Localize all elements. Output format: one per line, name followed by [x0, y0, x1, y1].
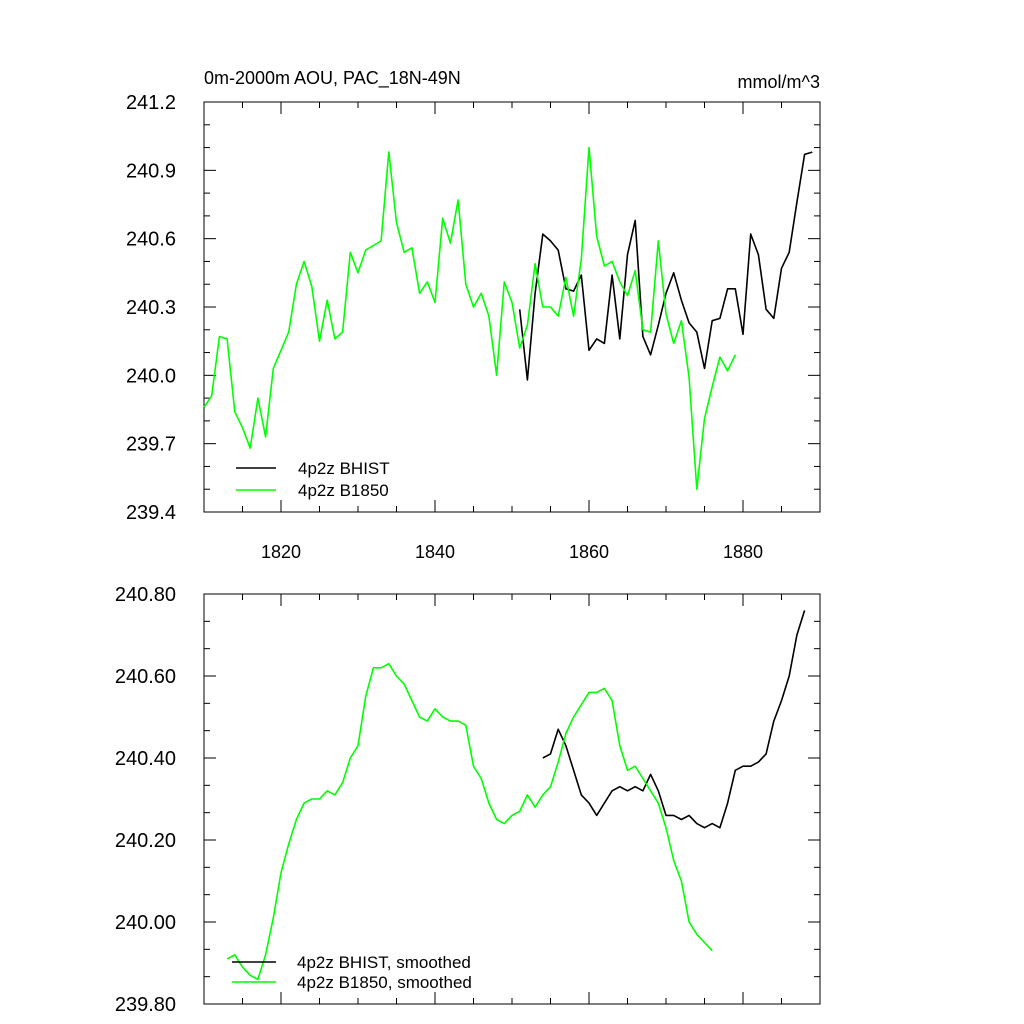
- y-tick-label: 240.3: [126, 297, 176, 319]
- series-line-4p2z-bhist: [518, 151, 813, 381]
- x-tick-label: 1880: [723, 542, 763, 562]
- y-tick-label: 239.7: [126, 434, 176, 456]
- legend-label: 4p2z B1850, smoothed: [297, 973, 472, 992]
- y-tick-label: 240.40: [115, 748, 176, 770]
- y-tick-label: 240.20: [115, 830, 176, 852]
- chart-title: 0m-2000m AOU, PAC_18N-49N: [204, 68, 461, 89]
- y-tick-label: 240.0: [126, 365, 176, 387]
- y-tick-label: 240.6: [126, 229, 176, 251]
- series-line-4p2z-bhist-smoothed: [542, 610, 806, 829]
- y-tick-label: 239.80: [115, 994, 176, 1016]
- panel-top: 0m-2000m AOU, PAC_18N-49N mmol/m^3 1820 1…: [126, 68, 821, 562]
- x-tick-label: 1820: [261, 542, 301, 562]
- panel-bottom: 239.80 240.00 240.20 240.40 240.60 240.80 4p2z…: [115, 584, 821, 1016]
- legend-label: 4p2z BHIST, smoothed: [297, 953, 471, 972]
- y-tick-label: 240.9: [126, 160, 176, 182]
- legend-label: 4p2z B1850: [298, 481, 389, 500]
- plot-frame: [203, 593, 821, 1005]
- legend-label: 4p2z BHIST: [298, 459, 390, 478]
- x-tick-label: 1840: [415, 542, 455, 562]
- y-tick-label: 240.80: [115, 584, 176, 606]
- series-line-4p2z-b1850: [203, 146, 737, 491]
- y-tick-label: 240.00: [115, 912, 176, 934]
- y-tick-label: 239.4: [126, 502, 176, 524]
- x-tick-label: 1860: [569, 542, 609, 562]
- series-line-4p2z-b1850-smoothed: [226, 662, 713, 981]
- y-tick-label: 240.60: [115, 666, 176, 688]
- y-tick-label: 241.2: [126, 92, 176, 114]
- units-label: mmol/m^3: [738, 72, 820, 92]
